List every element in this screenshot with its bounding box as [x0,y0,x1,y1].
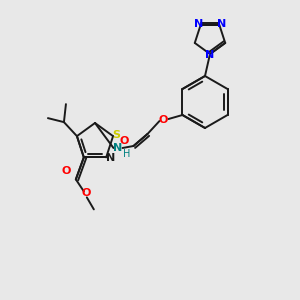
Text: N: N [106,153,115,164]
Text: N: N [194,19,203,29]
Text: O: O [120,136,129,146]
Text: O: O [61,167,70,176]
Text: N: N [206,50,214,61]
Text: S: S [112,130,120,140]
Text: H: H [123,149,130,159]
Text: O: O [81,188,91,198]
Text: N: N [113,143,122,153]
Text: N: N [217,19,226,29]
Text: O: O [159,115,168,125]
